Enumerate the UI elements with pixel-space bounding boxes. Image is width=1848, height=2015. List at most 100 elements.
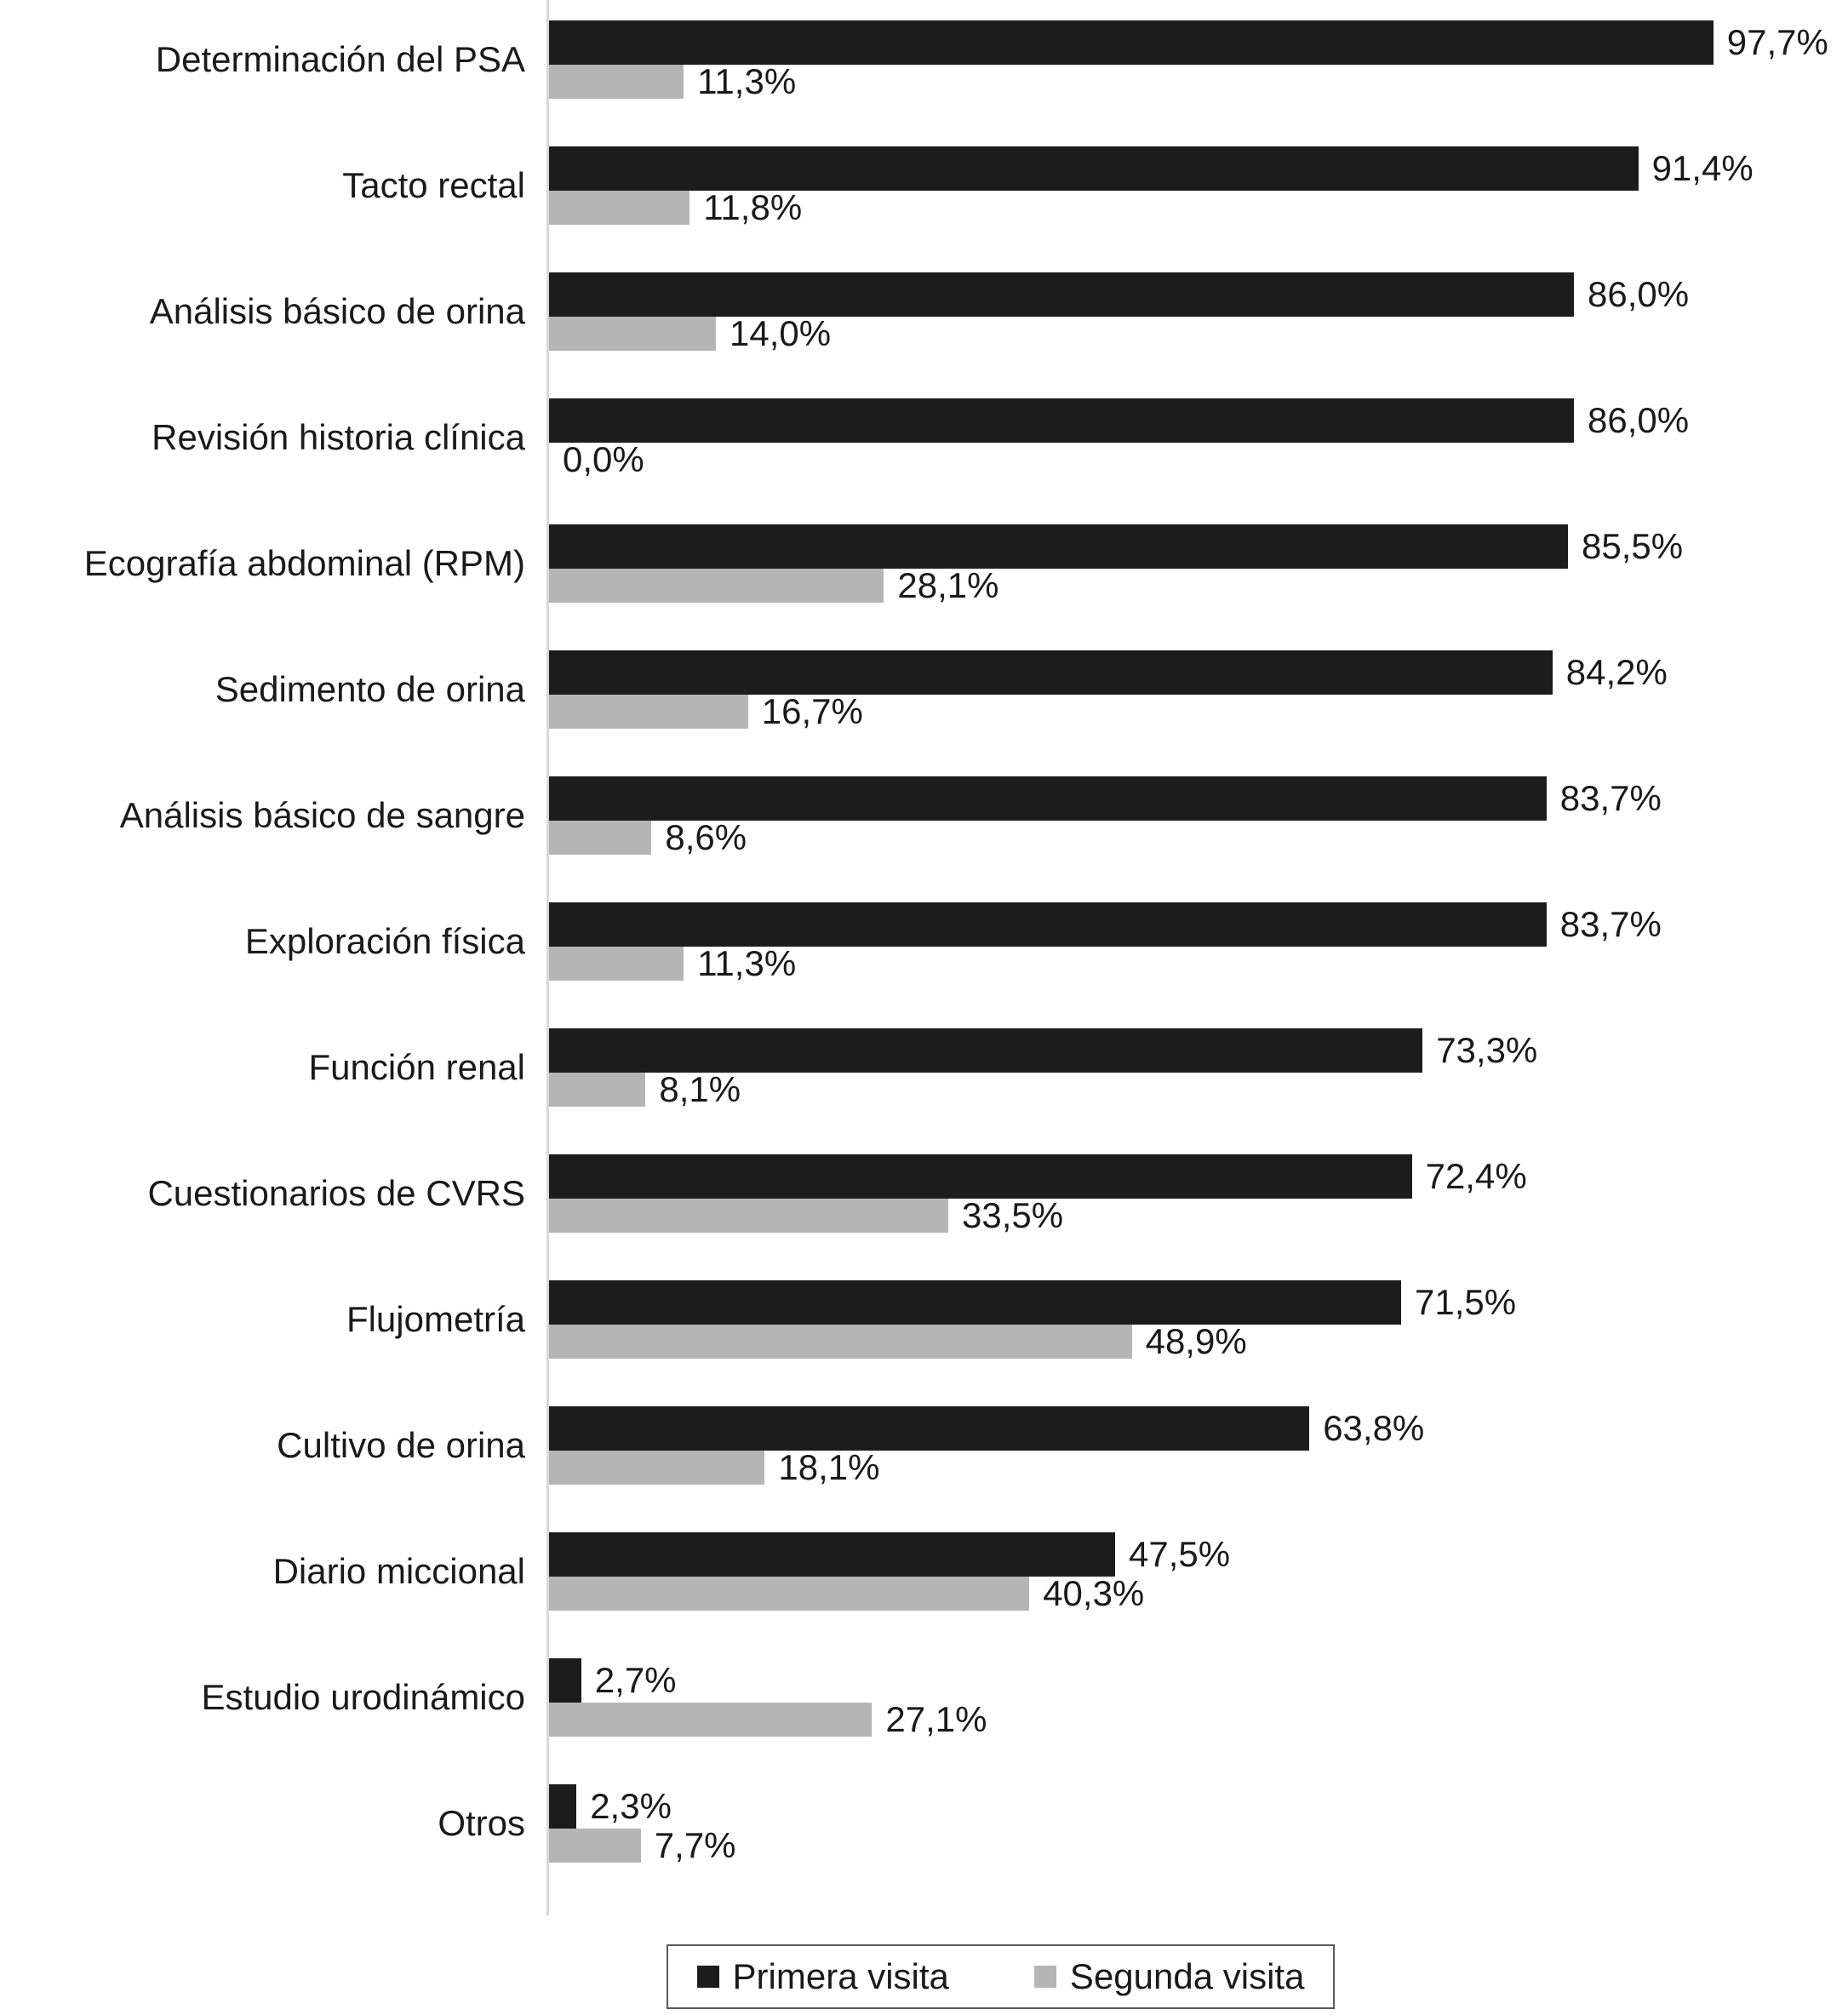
bar-line-primera-visita: 71,5% — [549, 1280, 1848, 1325]
value-label-primera-visita: 86,0% — [1588, 274, 1690, 314]
bar-group: 2,3% 7,7% — [549, 1784, 1848, 1865]
bar-line-segunda-visita: 7,7% — [549, 1825, 1848, 1865]
bar-primera-visita — [549, 20, 1714, 65]
bar-group: 73,3% 8,1% — [549, 1028, 1848, 1109]
bar-line-segunda-visita: 48,9% — [549, 1321, 1848, 1361]
value-label-segunda-visita: 0,0% — [563, 439, 644, 479]
bar-segunda-visita — [549, 1325, 1132, 1359]
chart-row: Función renal 73,3% 8,1% — [0, 1028, 1848, 1154]
value-label-primera-visita: 83,7% — [1559, 778, 1662, 818]
bar-line-segunda-visita: 14,0% — [549, 313, 1848, 353]
bar-group: 86,0% 14,0% — [549, 272, 1848, 353]
category-label: Exploración física — [244, 920, 525, 961]
bar-primera-visita — [549, 1532, 1115, 1577]
bar-segunda-visita — [549, 1577, 1030, 1611]
legend: Primera visita Segunda visita — [666, 1944, 1336, 2009]
category-label: Otros — [438, 1802, 525, 1843]
bar-group: 2,7% 27,1% — [549, 1658, 1848, 1739]
value-label-segunda-visita: 11,8% — [703, 187, 803, 227]
bar-primera-visita — [549, 1406, 1310, 1451]
value-label-segunda-visita: 40,3% — [1043, 1573, 1145, 1613]
value-label-primera-visita: 71,5% — [1415, 1282, 1517, 1322]
chart-row: Determinación del PSA 97,7% 11,3% — [0, 20, 1848, 146]
bar-line-primera-visita: 2,7% — [549, 1658, 1848, 1703]
category-label: Tacto rectal — [342, 164, 525, 205]
value-label-segunda-visita: 33,5% — [962, 1195, 1064, 1235]
value-label-primera-visita: 73,3% — [1436, 1030, 1538, 1070]
category-label: Función renal — [308, 1046, 525, 1087]
chart-row: Sedimento de orina 84,2% 16,7% — [0, 650, 1848, 776]
legend-swatch-segunda-visita-icon — [1033, 1966, 1056, 1988]
value-label-primera-visita: 2,7% — [594, 1660, 677, 1700]
value-label-segunda-visita: 8,6% — [665, 817, 747, 857]
bar-line-primera-visita: 47,5% — [549, 1532, 1848, 1577]
bar-line-segunda-visita: 11,3% — [549, 943, 1848, 983]
bar-line-primera-visita: 73,3% — [549, 1028, 1848, 1073]
bar-line-primera-visita: 86,0% — [549, 398, 1848, 443]
bar-line-segunda-visita: 33,5% — [549, 1195, 1848, 1235]
bar-line-segunda-visita: 8,1% — [549, 1069, 1848, 1109]
bar-primera-visita — [549, 1028, 1423, 1073]
category-label: Ecografía abdominal (RPM) — [83, 542, 525, 583]
bar-group: 63,8% 18,1% — [549, 1406, 1848, 1487]
value-label-segunda-visita: 14,0% — [729, 313, 832, 353]
category-label: Estudio urodinámico — [201, 1676, 525, 1717]
bar-segunda-visita — [549, 1199, 948, 1233]
bar-primera-visita — [549, 398, 1574, 443]
category-label: Revisión historia clínica — [152, 416, 525, 457]
bar-segunda-visita — [549, 317, 716, 351]
chart-row: Flujometría 71,5% 48,9% — [0, 1280, 1848, 1406]
legend-swatch-primera-visita-icon — [696, 1966, 719, 1988]
bar-primera-visita — [549, 146, 1639, 191]
category-label: Diario miccional — [272, 1550, 525, 1591]
category-label: Flujometría — [346, 1298, 525, 1339]
bar-line-primera-visita: 85,5% — [549, 524, 1848, 569]
bar-segunda-visita — [549, 1451, 765, 1485]
bar-primera-visita — [549, 524, 1568, 569]
bar-line-segunda-visita: 27,1% — [549, 1699, 1848, 1739]
bar-primera-visita — [549, 1658, 581, 1703]
bar-primera-visita — [549, 776, 1547, 821]
bar-line-primera-visita: 83,7% — [549, 776, 1848, 821]
bar-line-segunda-visita: 11,3% — [549, 61, 1848, 101]
value-label-segunda-visita: 18,1% — [778, 1447, 880, 1487]
category-label: Análisis básico de sangre — [119, 794, 525, 835]
value-label-segunda-visita: 7,7% — [654, 1825, 736, 1865]
value-label-primera-visita: 84,2% — [1565, 652, 1668, 692]
value-label-segunda-visita: 11,3% — [697, 943, 797, 983]
chart-rows: Determinación del PSA 97,7% 11,3% Tacto rec… — [0, 20, 1848, 1910]
bar-line-primera-visita: 63,8% — [549, 1406, 1848, 1451]
bar-line-primera-visita: 97,7% — [549, 20, 1848, 65]
bar-group: 85,5% 28,1% — [549, 524, 1848, 605]
value-label-primera-visita: 72,4% — [1425, 1156, 1527, 1196]
bar-group: 83,7% 11,3% — [549, 902, 1848, 983]
value-label-primera-visita: 91,4% — [1651, 148, 1754, 188]
chart-row: Análisis básico de sangre 83,7% 8,6% — [0, 776, 1848, 902]
chart-row: Revisión historia clínica 86,0% 0,0% — [0, 398, 1848, 524]
bar-group: 72,4% 33,5% — [549, 1154, 1848, 1235]
bar-line-primera-visita: 84,2% — [549, 650, 1848, 695]
chart-row: Cuestionarios de CVRS 72,4% 33,5% — [0, 1154, 1848, 1280]
chart-row: Tacto rectal 91,4% 11,8% — [0, 146, 1848, 272]
chart-row: Diario miccional 47,5% 40,3% — [0, 1532, 1848, 1658]
bar-segunda-visita — [549, 65, 684, 99]
bar-group: 91,4% 11,8% — [549, 146, 1848, 227]
value-label-segunda-visita: 11,3% — [697, 61, 797, 101]
category-label: Sedimento de orina — [215, 668, 525, 709]
chart-row: Otros 2,3% 7,7% — [0, 1784, 1848, 1910]
bar-line-primera-visita: 91,4% — [549, 146, 1848, 191]
bar-segunda-visita — [549, 821, 652, 855]
chart-row: Ecografía abdominal (RPM) 85,5% 28,1% — [0, 524, 1848, 650]
bar-segunda-visita — [549, 695, 748, 729]
category-label: Determinación del PSA — [155, 38, 525, 79]
category-label: Cultivo de orina — [277, 1424, 525, 1465]
bar-segunda-visita — [549, 191, 690, 225]
bar-primera-visita — [549, 272, 1574, 317]
bar-primera-visita — [549, 1154, 1412, 1199]
bar-line-segunda-visita: 28,1% — [549, 565, 1848, 605]
bar-line-primera-visita: 86,0% — [549, 272, 1848, 317]
legend-label-primera-visita: Primera visita — [732, 1956, 949, 1996]
value-label-primera-visita: 83,7% — [1559, 904, 1662, 944]
bar-primera-visita — [549, 902, 1547, 947]
